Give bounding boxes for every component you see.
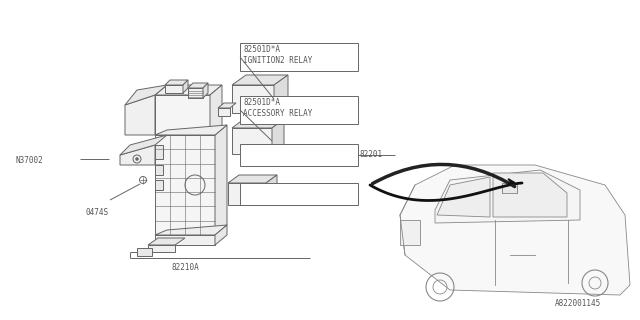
Polygon shape	[435, 170, 580, 223]
Polygon shape	[493, 173, 567, 217]
Polygon shape	[437, 177, 490, 217]
Polygon shape	[400, 220, 420, 245]
Polygon shape	[148, 238, 185, 245]
Polygon shape	[155, 95, 210, 135]
Bar	[155, 165, 163, 175]
Polygon shape	[232, 85, 274, 113]
Polygon shape	[125, 85, 167, 105]
Bar	[155, 180, 163, 190]
Polygon shape	[228, 175, 277, 183]
Circle shape	[136, 157, 138, 161]
Polygon shape	[228, 183, 266, 205]
Polygon shape	[400, 165, 630, 295]
Polygon shape	[502, 183, 517, 193]
Text: 0474S: 0474S	[85, 208, 108, 217]
Polygon shape	[203, 83, 208, 98]
Polygon shape	[188, 88, 203, 98]
Polygon shape	[215, 125, 227, 235]
Bar	[240, 183, 358, 205]
Polygon shape	[272, 119, 284, 154]
Bar	[155, 145, 163, 159]
Text: A822001145: A822001145	[555, 299, 601, 308]
Polygon shape	[120, 135, 167, 155]
Polygon shape	[165, 80, 188, 85]
Polygon shape	[155, 225, 227, 235]
Polygon shape	[218, 103, 236, 108]
Text: IGNITION2 RELAY: IGNITION2 RELAY	[243, 56, 312, 65]
Polygon shape	[210, 85, 222, 135]
Polygon shape	[155, 85, 222, 95]
Polygon shape	[232, 119, 284, 128]
Text: 82501D*A: 82501D*A	[243, 45, 280, 54]
Polygon shape	[266, 175, 277, 205]
Polygon shape	[274, 75, 288, 113]
Polygon shape	[120, 145, 155, 165]
Polygon shape	[155, 135, 215, 235]
Polygon shape	[215, 225, 227, 245]
Text: 82201: 82201	[360, 150, 383, 159]
Bar	[240, 144, 358, 166]
Bar	[240, 96, 358, 124]
Text: 82501D*A: 82501D*A	[243, 98, 280, 107]
Polygon shape	[232, 128, 272, 154]
Polygon shape	[125, 95, 155, 135]
Bar	[240, 43, 358, 71]
Polygon shape	[148, 245, 175, 252]
Text: 82210A: 82210A	[171, 263, 199, 272]
Polygon shape	[155, 125, 227, 135]
Polygon shape	[183, 80, 188, 93]
Polygon shape	[165, 85, 183, 93]
Bar	[137, 248, 152, 256]
Text: ACCESSORY RELAY: ACCESSORY RELAY	[243, 109, 312, 118]
Polygon shape	[218, 108, 230, 116]
Polygon shape	[155, 235, 215, 245]
Polygon shape	[188, 83, 208, 88]
Text: N37002: N37002	[15, 156, 43, 165]
Polygon shape	[232, 75, 288, 85]
